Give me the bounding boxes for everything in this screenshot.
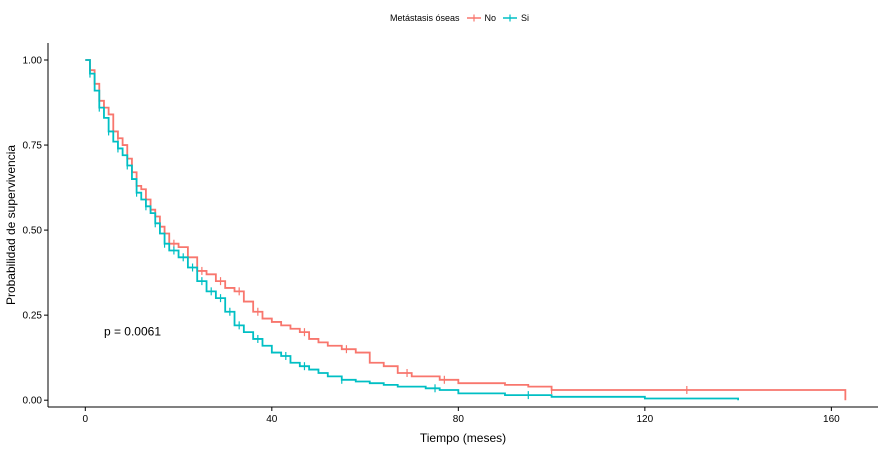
p-value-annotation: p = 0.0061 <box>104 325 161 339</box>
x-axis: 0 40 80 120 160 <box>48 406 878 425</box>
x-tick-label: 0 <box>83 414 89 425</box>
y-tick-label: 0.75 <box>23 141 43 152</box>
y-tick-label: 0.00 <box>23 396 43 407</box>
survival-curve-si <box>85 59 740 401</box>
legend: Metástasis óseas No Si <box>390 10 535 26</box>
legend-key-si <box>503 14 518 22</box>
y-tick-label: 0.50 <box>23 226 43 237</box>
plot-area <box>85 59 847 401</box>
x-tick-label: 80 <box>453 414 465 425</box>
legend-key-no <box>466 14 481 22</box>
y-tick-label: 1.00 <box>23 56 43 67</box>
legend-item-no: No <box>466 13 497 23</box>
x-axis-label: Tiempo (meses) <box>420 431 506 445</box>
legend-title: Metástasis óseas <box>390 13 460 23</box>
y-tick-label: 0.25 <box>23 311 43 322</box>
survival-curve-no <box>85 59 847 401</box>
x-tick-label: 120 <box>637 414 654 425</box>
y-axis: 0.00 0.25 0.50 0.75 1.00 <box>23 43 49 407</box>
legend-label-si: Si <box>521 13 530 23</box>
x-tick-label: 40 <box>266 414 278 425</box>
legend-label-no: No <box>484 13 497 23</box>
legend-item-si: Si <box>502 13 529 23</box>
x-tick-label: 160 <box>823 414 840 425</box>
y-axis-label: Probabilidad de supervivencia <box>4 145 18 305</box>
